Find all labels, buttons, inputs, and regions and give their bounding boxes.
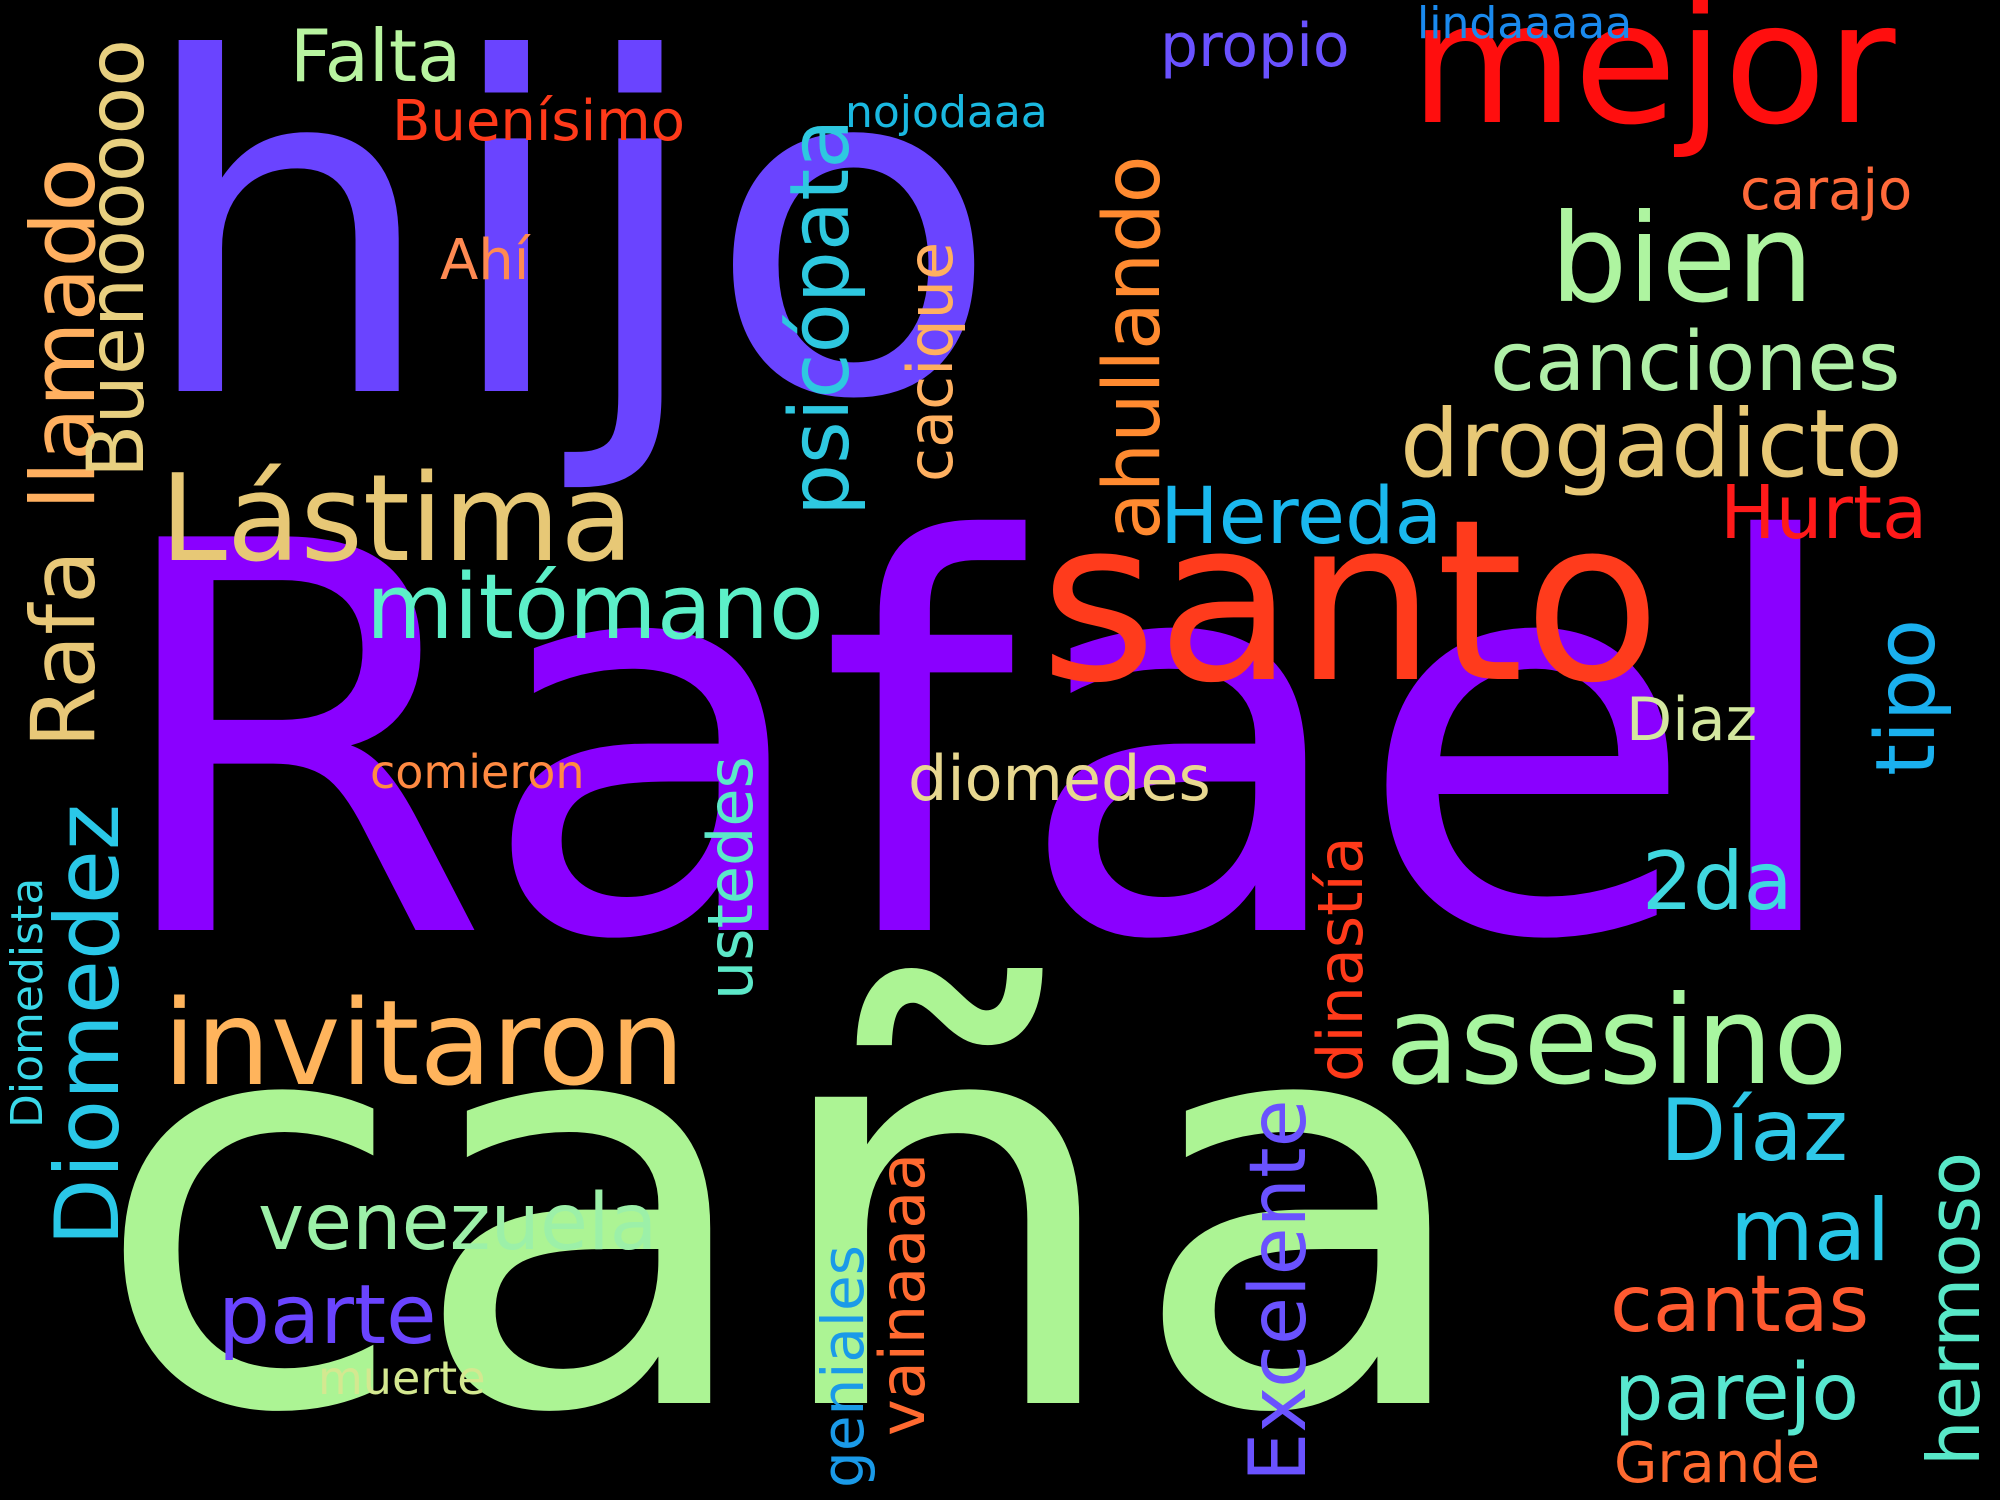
word-diomedes: diomedes [908, 742, 1211, 815]
word-geniales: geniales [809, 1245, 877, 1488]
word-diomedez: Diomedez [36, 803, 139, 1246]
word-cacique: cacique [894, 241, 967, 482]
word-lindaaaaa: lindaaaaa [1417, 0, 1633, 49]
word-muerte: muerte [318, 1351, 486, 1405]
word-comieron: comieron [370, 745, 585, 799]
word-ustedes: ustedes [694, 756, 767, 1000]
word-invitaron: invitaron [163, 974, 685, 1112]
word-ahullando: ahullando [1088, 155, 1178, 540]
word-diaz-accent: Díaz [1660, 1081, 1848, 1181]
word-venezuela: venezuela [258, 1178, 658, 1268]
word-hijo: hijo [135, 0, 1001, 500]
word-rafael: Rafael [104, 430, 1853, 1058]
word-ahi: Ahí [440, 228, 530, 293]
word-buenooooo: Buenooooo [72, 39, 162, 478]
word-bien: bien [1550, 188, 1814, 330]
word-rafa: Rafa [12, 549, 115, 748]
word-parejo: parejo [1614, 1348, 1860, 1438]
word-vainaaaa: vainaaaa [866, 1152, 939, 1436]
word-mitomano: mitómano [366, 555, 824, 660]
word-falta: Falta [290, 14, 462, 98]
word-santo: santo [1040, 471, 1661, 732]
word-hurta: Hurta [1720, 470, 1928, 556]
word-asesino: asesino [1385, 970, 1848, 1112]
word-hermoso: hermoso [1912, 1151, 1996, 1466]
word-lastima: Lástima [160, 450, 634, 589]
word-tipo: tipo [1859, 618, 1954, 776]
word-diaz: Diaz [1626, 685, 1758, 755]
word-drogadicto: drogadicto [1400, 390, 1903, 499]
word-diomedista: Diomedista [2, 877, 53, 1128]
word-carajo: carajo [1740, 158, 1913, 223]
word-parte: parte [218, 1268, 437, 1363]
word-mal: mal [1730, 1181, 1891, 1281]
word-hereda: Hereda [1160, 472, 1443, 562]
word-grande: Grande [1614, 1431, 1821, 1496]
word-cantas: cantas [1610, 1260, 1870, 1350]
word-2da: 2da [1642, 835, 1793, 928]
word-mejor: mejor [1410, 0, 1896, 162]
word-psicopata: psicópata [773, 118, 868, 516]
word-excelente: Excelente [1234, 1099, 1324, 1482]
word-nojodaaa: nojodaaa [845, 87, 1048, 138]
word-dinastia: dinastía [1304, 836, 1377, 1082]
word-propio: propio [1160, 11, 1350, 81]
word-cana: caña [92, 884, 1482, 1500]
word-canciones: canciones [1490, 315, 1901, 410]
word-buenisimo: Buenísimo [392, 89, 685, 154]
